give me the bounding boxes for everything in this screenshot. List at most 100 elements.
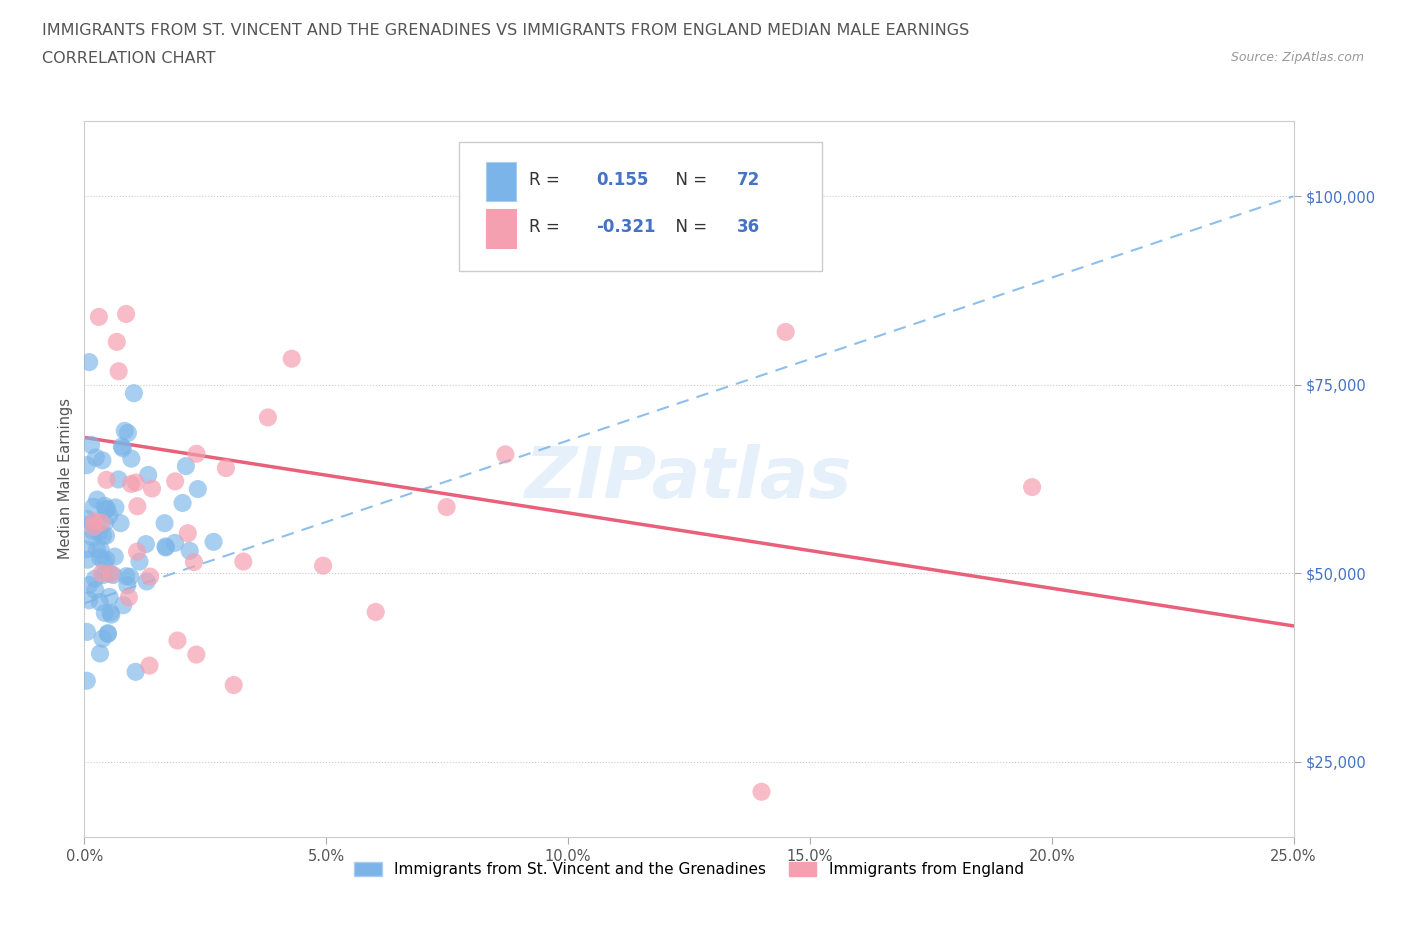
- Point: [84, 571, 107, 586]
- Point: [93, 498, 115, 513]
- Point: [89, 646, 111, 661]
- Point: [98, 566, 121, 581]
- Point: [136, 468, 159, 483]
- Text: N =: N =: [665, 171, 711, 190]
- Point: [98, 508, 121, 523]
- Point: [111, 441, 134, 456]
- Point: [127, 498, 149, 513]
- Point: [94, 515, 117, 530]
- FancyBboxPatch shape: [486, 162, 516, 201]
- Point: [183, 554, 205, 569]
- Point: [76, 458, 98, 472]
- Point: [91, 631, 114, 646]
- Point: [105, 335, 128, 350]
- Text: R =: R =: [529, 171, 565, 190]
- Point: [107, 364, 129, 379]
- Point: [82, 530, 104, 545]
- Point: [76, 552, 98, 567]
- Point: [122, 386, 145, 401]
- Text: 36: 36: [737, 218, 761, 236]
- Point: [163, 536, 186, 551]
- Point: [179, 543, 201, 558]
- Point: [96, 552, 118, 567]
- Point: [1021, 480, 1043, 495]
- Point: [111, 439, 134, 454]
- Point: [115, 569, 138, 584]
- Text: ZIPatlas: ZIPatlas: [526, 445, 852, 513]
- Point: [114, 423, 136, 438]
- Point: [436, 499, 458, 514]
- Point: [125, 475, 148, 490]
- Point: [94, 605, 117, 620]
- Point: [186, 647, 208, 662]
- Point: [118, 590, 141, 604]
- Point: [172, 496, 194, 511]
- Point: [84, 450, 107, 465]
- Point: [87, 525, 110, 539]
- Point: [77, 354, 100, 369]
- Point: [155, 540, 177, 555]
- Point: [104, 500, 127, 515]
- Point: [83, 519, 105, 534]
- Point: [120, 476, 142, 491]
- Point: [90, 542, 112, 557]
- Point: [84, 583, 107, 598]
- Point: [101, 567, 124, 582]
- Point: [107, 472, 129, 487]
- Point: [166, 633, 188, 648]
- Point: [153, 516, 176, 531]
- Point: [257, 410, 280, 425]
- Point: [141, 481, 163, 496]
- Point: [751, 784, 773, 799]
- Point: [128, 554, 150, 569]
- Point: [364, 604, 387, 619]
- Text: N =: N =: [665, 218, 711, 236]
- Point: [177, 525, 200, 540]
- Point: [82, 499, 104, 514]
- Point: [775, 325, 797, 339]
- Text: IMMIGRANTS FROM ST. VINCENT AND THE GRENADINES VS IMMIGRANTS FROM ENGLAND MEDIAN: IMMIGRANTS FROM ST. VINCENT AND THE GREN…: [42, 23, 969, 38]
- Point: [135, 574, 157, 589]
- Point: [110, 516, 132, 531]
- Point: [187, 482, 209, 497]
- Point: [91, 567, 114, 582]
- Point: [76, 673, 98, 688]
- FancyBboxPatch shape: [460, 142, 823, 272]
- Point: [83, 514, 105, 529]
- Point: [120, 451, 142, 466]
- Point: [90, 565, 112, 580]
- Point: [93, 554, 115, 569]
- Point: [215, 460, 238, 475]
- Point: [94, 502, 117, 517]
- Point: [139, 569, 162, 584]
- Y-axis label: Median Male Earnings: Median Male Earnings: [58, 398, 73, 560]
- Point: [165, 474, 187, 489]
- Point: [96, 501, 118, 516]
- Point: [77, 578, 100, 592]
- Point: [91, 528, 114, 543]
- Point: [86, 492, 108, 507]
- Text: 72: 72: [737, 171, 761, 190]
- Point: [202, 535, 225, 550]
- Point: [312, 558, 335, 573]
- Point: [98, 590, 121, 604]
- Point: [97, 626, 120, 641]
- Point: [155, 539, 177, 554]
- Point: [91, 453, 114, 468]
- Point: [90, 515, 112, 530]
- Point: [77, 592, 100, 607]
- Point: [232, 554, 254, 569]
- Point: [186, 446, 208, 461]
- Text: R =: R =: [529, 218, 565, 236]
- Text: -0.321: -0.321: [596, 218, 655, 236]
- Point: [76, 624, 98, 639]
- Text: 0.155: 0.155: [596, 171, 648, 190]
- Point: [280, 352, 302, 366]
- Point: [100, 605, 122, 620]
- Legend: Immigrants from St. Vincent and the Grenadines, Immigrants from England: Immigrants from St. Vincent and the Gren…: [349, 856, 1029, 884]
- Point: [174, 458, 197, 473]
- Point: [96, 472, 118, 487]
- Text: Source: ZipAtlas.com: Source: ZipAtlas.com: [1230, 51, 1364, 64]
- Point: [117, 578, 139, 592]
- Point: [117, 426, 139, 441]
